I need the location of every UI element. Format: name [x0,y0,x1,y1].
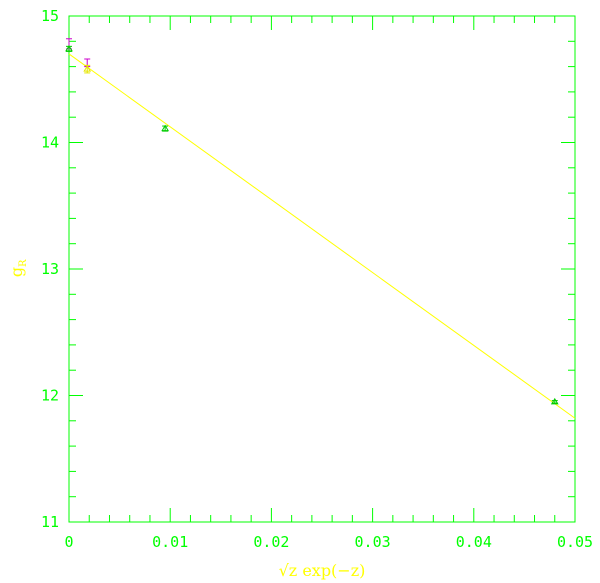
point-marker [550,397,559,405]
plot-frame [68,15,576,523]
data-point [161,124,170,132]
y-axis-title-main: g [7,267,26,277]
point-marker [161,124,170,132]
x-tick-label: 0.05 [557,533,593,551]
x-tick-labels: 0 0.01 0.02 0.03 0.04 0.05 [64,533,593,551]
fit-line [68,53,576,419]
y-tick-label: 11 [41,513,59,531]
tick-marks [68,15,576,523]
y-tick-label: 13 [41,260,59,278]
x-axis-title: √z exp(−z) [279,561,366,580]
data-points [65,38,559,405]
point-marker [83,65,92,72]
x-tick-label: 0.02 [253,533,289,551]
y-tick-labels: 11 12 13 14 15 [41,7,59,531]
x-tick-label: 0.03 [355,533,391,551]
point-marker [65,44,73,52]
x-tick-label: 0 [64,533,73,551]
y-tick-label: 12 [41,387,59,405]
y-axis-title-subscript: R [18,259,29,267]
y-tick-label: 15 [41,7,59,25]
y-tick-label: 14 [41,134,59,152]
x-tick-label: 0.04 [456,533,492,551]
data-point [65,44,73,52]
y-axis-title: g R [7,259,29,277]
data-point [550,397,559,405]
x-tick-label: 0.01 [152,533,188,551]
data-point [83,64,92,74]
